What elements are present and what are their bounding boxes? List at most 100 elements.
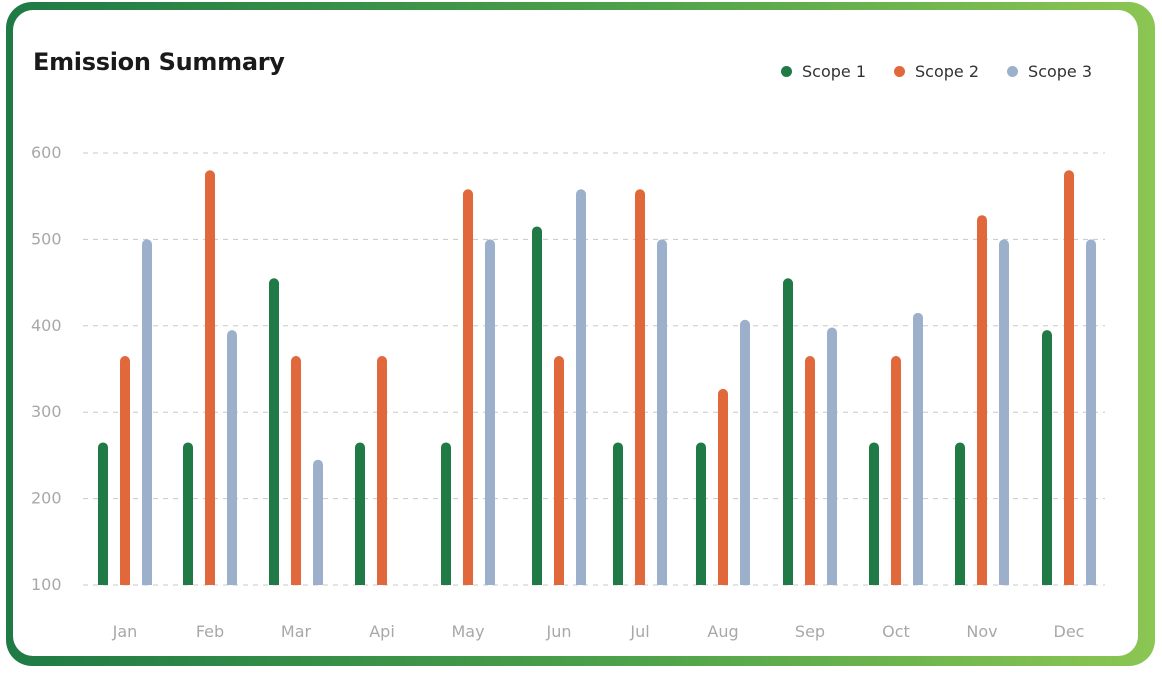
bar-scope-1-mar[interactable] xyxy=(269,278,279,585)
bar-base xyxy=(696,580,706,585)
bar-scope-2-nov[interactable] xyxy=(977,215,987,585)
bar-scope-2-api[interactable] xyxy=(377,356,387,585)
chart-title: Emission Summary xyxy=(33,48,285,76)
x-tick-label: May xyxy=(451,622,484,641)
bar-scope-3-feb[interactable] xyxy=(227,330,237,585)
bar-scope-2-jul[interactable] xyxy=(635,189,645,585)
legend-item-scope-2[interactable]: Scope 2 xyxy=(894,62,979,81)
x-tick-label: Feb xyxy=(196,622,224,641)
bar-base xyxy=(718,580,728,585)
bar-base xyxy=(613,580,623,585)
bar-base xyxy=(1086,580,1096,585)
bar-scope-2-aug[interactable] xyxy=(718,388,728,585)
x-tick-label: Dec xyxy=(1054,622,1085,641)
bar-base xyxy=(485,580,495,585)
legend-item-scope-1[interactable]: Scope 1 xyxy=(781,62,866,81)
bar-scope-1-jul[interactable] xyxy=(613,442,623,585)
bar-base xyxy=(183,580,193,585)
bar-base xyxy=(120,580,130,585)
y-tick-label: 600 xyxy=(31,143,62,162)
bar-base xyxy=(891,580,901,585)
bar-base xyxy=(142,580,152,585)
bar-scope-1-jan[interactable] xyxy=(98,442,108,585)
bar-scope-3-jun[interactable] xyxy=(576,189,586,585)
bar-scope-3-oct[interactable] xyxy=(913,312,923,585)
chart-card: Emission Summary Scope 1 Scope 2 Scope 3… xyxy=(13,10,1138,656)
bar-scope-1-may[interactable] xyxy=(441,442,451,585)
bar-base xyxy=(913,580,923,585)
bar-scope-2-feb[interactable] xyxy=(205,170,215,585)
bar-base xyxy=(783,580,793,585)
bar-scope-1-aug[interactable] xyxy=(696,442,706,585)
legend-label-scope-2: Scope 2 xyxy=(915,62,980,81)
bar-base xyxy=(576,580,586,585)
bar-base xyxy=(827,580,837,585)
x-tick-label: Sep xyxy=(795,622,825,641)
chart-legend: Scope 1 Scope 2 Scope 3 xyxy=(781,62,1092,81)
bar-base xyxy=(740,580,750,585)
bar-base xyxy=(227,580,237,585)
bar-scope-1-api[interactable] xyxy=(355,442,365,585)
bar-base xyxy=(291,580,301,585)
bar-base xyxy=(377,580,387,585)
x-tick-label: Mar xyxy=(281,622,312,641)
bar-base xyxy=(635,580,645,585)
bar-base xyxy=(657,580,667,585)
x-tick-label: Oct xyxy=(882,622,910,641)
x-tick-label: Jun xyxy=(546,622,572,641)
bar-base xyxy=(955,580,965,585)
bar-scope-3-aug[interactable] xyxy=(740,319,750,585)
x-tick-label: Api xyxy=(369,622,395,641)
bar-base xyxy=(554,580,564,585)
legend-label-scope-1: Scope 1 xyxy=(802,62,867,81)
bar-scope-1-oct[interactable] xyxy=(869,442,879,585)
x-tick-label: Aug xyxy=(707,622,738,641)
bar-base xyxy=(805,580,815,585)
bar-base xyxy=(98,580,108,585)
bar-scope-2-oct[interactable] xyxy=(891,356,901,585)
y-tick-label: 400 xyxy=(31,316,62,335)
y-tick-label: 500 xyxy=(31,229,62,248)
bar-base xyxy=(269,580,279,585)
bar-base xyxy=(355,580,365,585)
x-tick-label: Jan xyxy=(112,622,138,641)
bar-scope-1-nov[interactable] xyxy=(955,442,965,585)
bar-scope-1-jun[interactable] xyxy=(532,226,542,585)
bar-scope-2-sep[interactable] xyxy=(805,356,815,585)
x-tick-label: Jul xyxy=(629,622,649,641)
bar-base xyxy=(999,580,1009,585)
legend-item-scope-3[interactable]: Scope 3 xyxy=(1007,62,1092,81)
bar-scope-3-nov[interactable] xyxy=(999,239,1009,585)
bar-chart: 100 200 300 400 500 600 Jan Feb Mar Api May Jun Jul A… xyxy=(31,143,1105,641)
bar-scope-2-may[interactable] xyxy=(463,189,473,585)
bar-scope-3-jan[interactable] xyxy=(142,239,152,585)
bar-scope-2-dec[interactable] xyxy=(1064,170,1074,585)
bar-base xyxy=(532,580,542,585)
legend-dot-scope-1 xyxy=(781,66,792,77)
bar-base xyxy=(1064,580,1074,585)
bar-scope-2-jun[interactable] xyxy=(554,356,564,585)
bar-scope-3-sep[interactable] xyxy=(827,327,837,585)
bar-scope-1-dec[interactable] xyxy=(1042,330,1052,585)
bar-scope-1-sep[interactable] xyxy=(783,278,793,585)
legend-dot-scope-2 xyxy=(894,66,906,77)
bar-scope-2-jan[interactable] xyxy=(120,356,130,585)
bar-scope-3-dec[interactable] xyxy=(1086,239,1096,585)
x-tick-label: Nov xyxy=(966,622,997,641)
bar-base xyxy=(977,580,987,585)
bar-scope-2-mar[interactable] xyxy=(291,356,301,585)
y-tick-label: 100 xyxy=(31,575,62,594)
y-tick-label: 200 xyxy=(31,489,62,508)
legend-label-scope-3: Scope 3 xyxy=(1028,62,1093,81)
bar-base xyxy=(869,580,879,585)
bar-scope-3-jul[interactable] xyxy=(657,239,667,585)
bar-scope-3-mar[interactable] xyxy=(313,459,323,585)
bar-scope-1-feb[interactable] xyxy=(183,442,193,585)
bar-base xyxy=(205,580,215,585)
bar-base xyxy=(313,580,323,585)
bar-scope-3-may[interactable] xyxy=(485,239,495,585)
y-tick-label: 300 xyxy=(31,402,62,421)
bar-base xyxy=(463,580,473,585)
bar-base xyxy=(441,580,451,585)
legend-dot-scope-3 xyxy=(1007,66,1019,77)
